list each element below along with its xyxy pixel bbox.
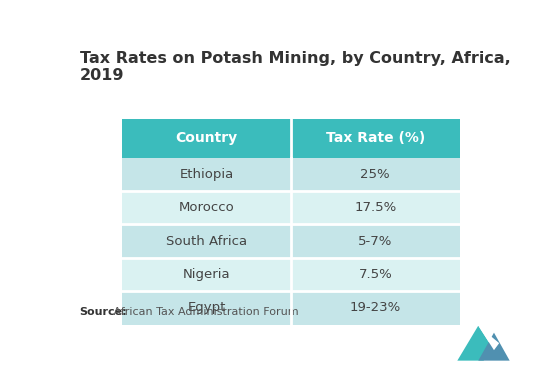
FancyBboxPatch shape: [122, 258, 460, 291]
Text: Country: Country: [176, 131, 237, 145]
Text: African Tax Administration Forum: African Tax Administration Forum: [110, 307, 299, 317]
Text: 19-23%: 19-23%: [350, 301, 401, 315]
Text: 2019: 2019: [79, 68, 124, 83]
Text: 7.5%: 7.5%: [358, 268, 392, 281]
Text: Ethiopia: Ethiopia: [180, 168, 234, 181]
Text: Source:: Source:: [79, 307, 127, 317]
Text: Nigeria: Nigeria: [183, 268, 230, 281]
Text: 5-7%: 5-7%: [358, 234, 392, 248]
FancyBboxPatch shape: [122, 119, 460, 158]
FancyBboxPatch shape: [122, 224, 460, 258]
Text: South Africa: South Africa: [166, 234, 247, 248]
FancyBboxPatch shape: [122, 191, 460, 224]
Text: 17.5%: 17.5%: [354, 201, 396, 214]
FancyBboxPatch shape: [122, 158, 460, 191]
Text: 25%: 25%: [360, 168, 390, 181]
Polygon shape: [457, 326, 494, 361]
Text: Tax Rates on Potash Mining, by Country, Africa,: Tax Rates on Potash Mining, by Country, …: [79, 51, 510, 66]
FancyBboxPatch shape: [122, 291, 460, 325]
Polygon shape: [478, 326, 499, 350]
Text: Morocco: Morocco: [179, 201, 235, 214]
Text: Tax Rate (%): Tax Rate (%): [326, 131, 425, 145]
Text: Egypt: Egypt: [187, 301, 226, 315]
Polygon shape: [478, 333, 510, 361]
